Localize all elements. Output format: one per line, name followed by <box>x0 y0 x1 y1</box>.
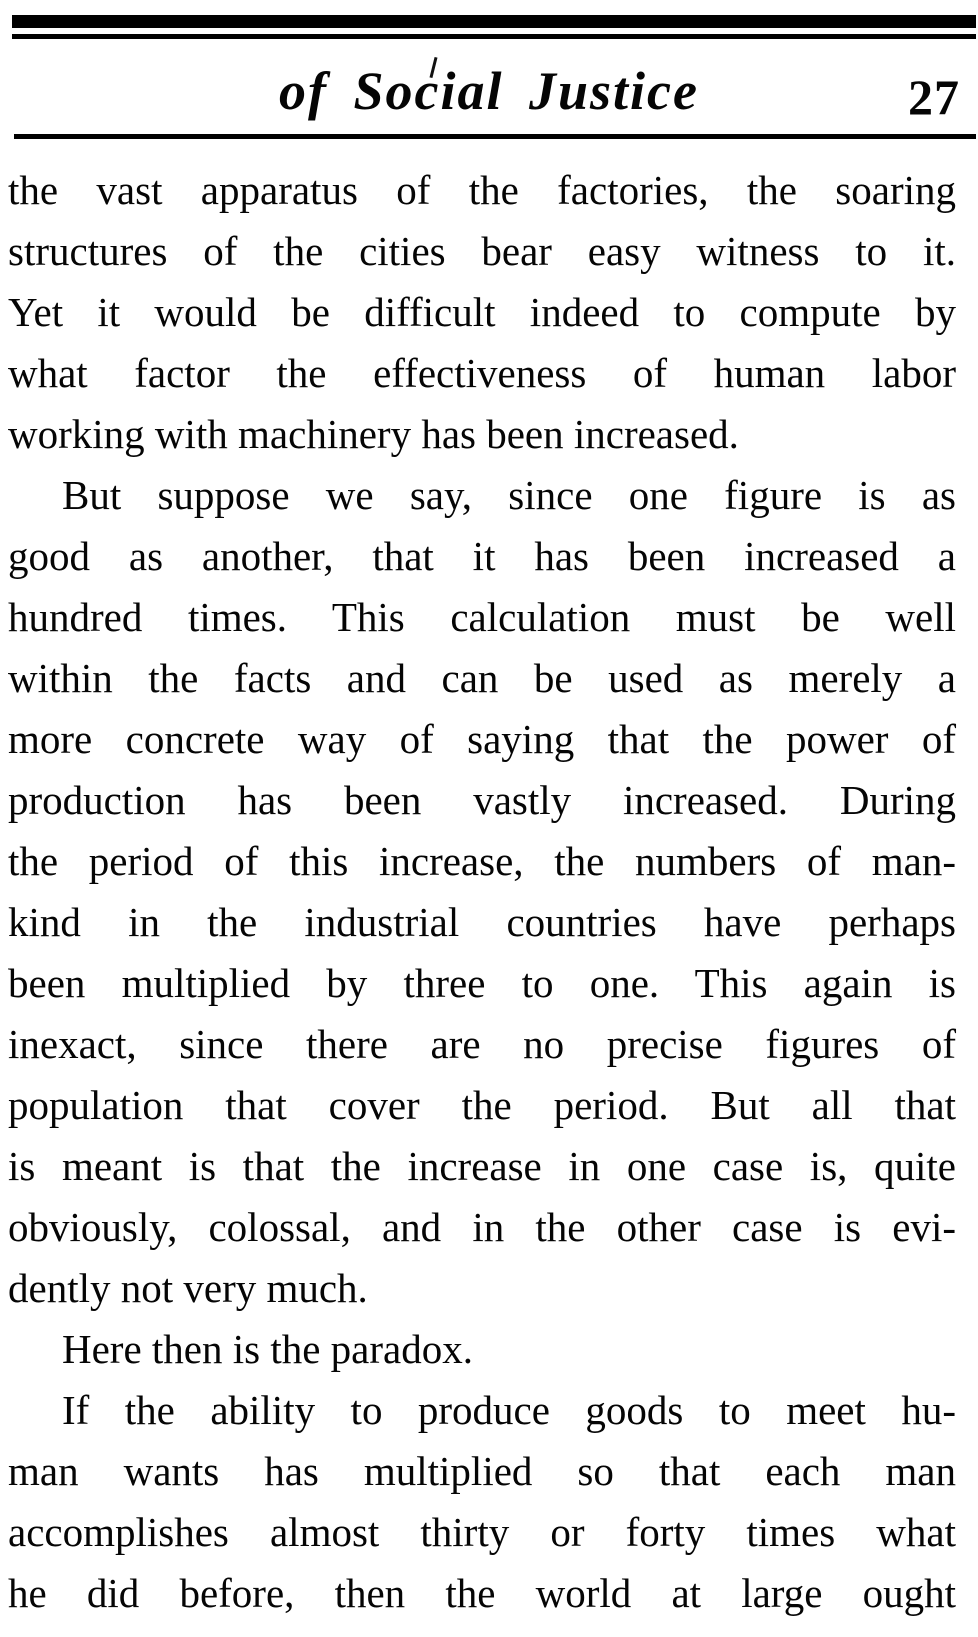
text-line: accomplishes almost thirty or forty time… <box>8 1509 956 1555</box>
text-line: kind in the industrial countries have pe… <box>8 899 956 945</box>
text-line: population that cover the period. But al… <box>8 1082 956 1128</box>
body-text: the vast apparatus of the factories, the… <box>8 160 956 1624</box>
text-line: the period of this increase, the numbers… <box>8 838 956 884</box>
text-line: But suppose we say, since one figure is … <box>62 472 956 518</box>
text-line: working with machinery has been increase… <box>8 411 739 457</box>
text-line: If the ability to produce goods to meet … <box>62 1387 956 1433</box>
text-line: inexact, since there are no precise figu… <box>8 1021 956 1067</box>
text-line: Here then is the paradox. <box>62 1326 473 1372</box>
page-number: 27 <box>908 69 960 125</box>
running-header: of Social Justice 27 <box>0 56 978 126</box>
text-line: good as another, that it has been increa… <box>8 533 956 579</box>
text-line: more concrete way of saying that the pow… <box>8 716 956 762</box>
page-title: of Social Justice <box>279 61 699 121</box>
text-line: he did before, then the world at large o… <box>8 1570 956 1616</box>
text-line: what factor the effectiveness of human l… <box>8 350 956 396</box>
header-divider-rule <box>14 134 976 139</box>
text-line: been multiplied by three to one. This ag… <box>8 960 956 1006</box>
top-thick-rule <box>12 15 976 28</box>
text-line: Yet it would be difficult indeed to comp… <box>8 289 956 335</box>
text-line: the vast apparatus of the factories, the… <box>8 167 956 213</box>
text-line: dently not very much. <box>8 1265 368 1311</box>
text-line: hundred times. This calculation must be … <box>8 594 956 640</box>
top-thin-rule <box>12 34 976 39</box>
text-line: within the facts and can be used as mere… <box>8 655 956 701</box>
text-line: is meant is that the increase in one cas… <box>8 1143 956 1189</box>
text-line: obviously, colossal, and in the other ca… <box>8 1204 956 1250</box>
text-line: man wants has multiplied so that each ma… <box>8 1448 956 1494</box>
text-line: production has been vastly increased. Du… <box>8 777 956 823</box>
text-line: structures of the cities bear easy witne… <box>8 228 956 274</box>
